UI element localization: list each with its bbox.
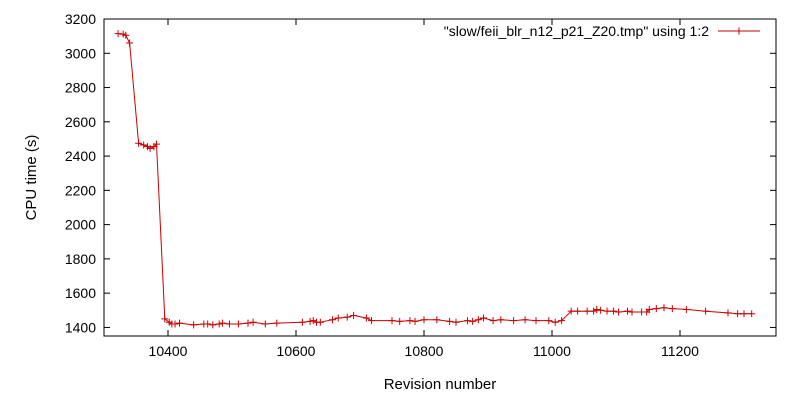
data-point — [261, 320, 269, 328]
x-tick-label: 11000 — [533, 343, 571, 359]
series-line — [118, 33, 752, 326]
data-point — [702, 307, 710, 315]
x-tick-label: 10600 — [277, 343, 316, 359]
legend-label: "slow/feii_blr_n12_p21_Z20.tmp" using 1:… — [444, 23, 709, 39]
data-point — [273, 319, 281, 327]
data-point — [433, 316, 441, 324]
data-point — [624, 307, 632, 315]
y-tick-label: 3000 — [65, 45, 96, 61]
data-point — [334, 314, 342, 322]
y-tick-label: 1800 — [65, 251, 96, 267]
y-tick-label: 2600 — [65, 114, 96, 130]
data-point — [244, 319, 252, 327]
data-point — [545, 317, 553, 325]
data-point — [420, 316, 428, 324]
data-point — [316, 318, 324, 326]
data-point — [558, 317, 566, 325]
data-point — [590, 307, 598, 315]
x-tick-label: 10400 — [149, 343, 188, 359]
data-point — [668, 305, 676, 313]
data-point — [406, 317, 414, 325]
y-axis-ticks: 1400 1600 1800 2000 2200 2400 2600 2800 3000 3200 — [65, 11, 776, 335]
data-point — [204, 320, 212, 328]
data-point — [152, 140, 160, 148]
data-point — [446, 317, 454, 325]
data-point — [122, 31, 130, 39]
data-point — [368, 317, 376, 325]
data-point — [489, 317, 497, 325]
data-point — [234, 320, 242, 328]
data-point — [603, 307, 611, 315]
data-point — [567, 307, 575, 315]
data-point — [645, 305, 653, 313]
data-point — [306, 317, 314, 325]
y-tick-label: 2000 — [65, 217, 96, 233]
data-point — [734, 310, 742, 318]
series-markers — [114, 30, 756, 329]
data-point — [740, 310, 748, 318]
data-point — [309, 317, 317, 325]
data-point — [225, 320, 233, 328]
y-tick-label: 1400 — [65, 319, 96, 335]
data-point — [298, 318, 306, 326]
data-point — [218, 319, 226, 327]
y-tick-label: 2200 — [65, 182, 96, 198]
data-point — [682, 305, 690, 313]
data-point — [469, 317, 477, 325]
data-point — [190, 321, 198, 329]
x-axis-ticks: 10400 10600 10800 11000 11200 — [149, 19, 699, 359]
data-point — [583, 307, 591, 315]
data-point — [396, 317, 404, 325]
data-point — [114, 30, 122, 38]
data-point — [609, 307, 617, 315]
plot-frame — [103, 18, 777, 337]
y-tick-label: 1600 — [65, 285, 96, 301]
data-point — [532, 317, 540, 325]
y-tick-label: 2800 — [65, 80, 96, 96]
data-point — [452, 318, 460, 326]
data-point — [597, 306, 605, 314]
data-point — [126, 39, 134, 47]
data-point — [510, 317, 518, 325]
data-point — [215, 320, 223, 328]
data-point — [343, 313, 351, 321]
data-point — [660, 304, 668, 312]
y-tick-label: 2400 — [65, 148, 96, 164]
y-axis-title: CPU time (s) — [23, 135, 40, 221]
x-axis-title: Revision number — [384, 376, 497, 393]
data-point — [593, 305, 601, 313]
data-point — [176, 319, 184, 327]
y-tick-label: 3200 — [65, 11, 96, 27]
data-point — [411, 317, 419, 325]
data-point — [362, 314, 370, 322]
data-point — [464, 317, 472, 325]
data-point — [388, 317, 396, 325]
data-point — [249, 318, 257, 326]
legend-marker — [735, 27, 743, 35]
data-point — [615, 308, 623, 316]
data-point — [652, 305, 660, 313]
data-point — [140, 141, 148, 149]
data-point — [135, 139, 143, 147]
data-point — [497, 316, 505, 324]
data-point — [724, 309, 732, 317]
data-point — [171, 320, 179, 328]
data-point — [628, 308, 636, 316]
data-point — [209, 321, 217, 329]
data-point — [480, 314, 488, 322]
data-point — [328, 316, 336, 324]
x-tick-label: 10800 — [405, 343, 444, 359]
data-point — [350, 311, 358, 319]
data-point — [574, 307, 582, 315]
data-point — [146, 144, 154, 152]
data-point — [521, 316, 529, 324]
data-point — [474, 316, 482, 324]
x-tick-label: 11200 — [661, 343, 699, 359]
data-point — [551, 318, 559, 326]
data-point — [748, 310, 756, 318]
data-point — [161, 315, 169, 323]
legend: "slow/feii_blr_n12_p21_Z20.tmp" using 1:… — [444, 23, 760, 39]
